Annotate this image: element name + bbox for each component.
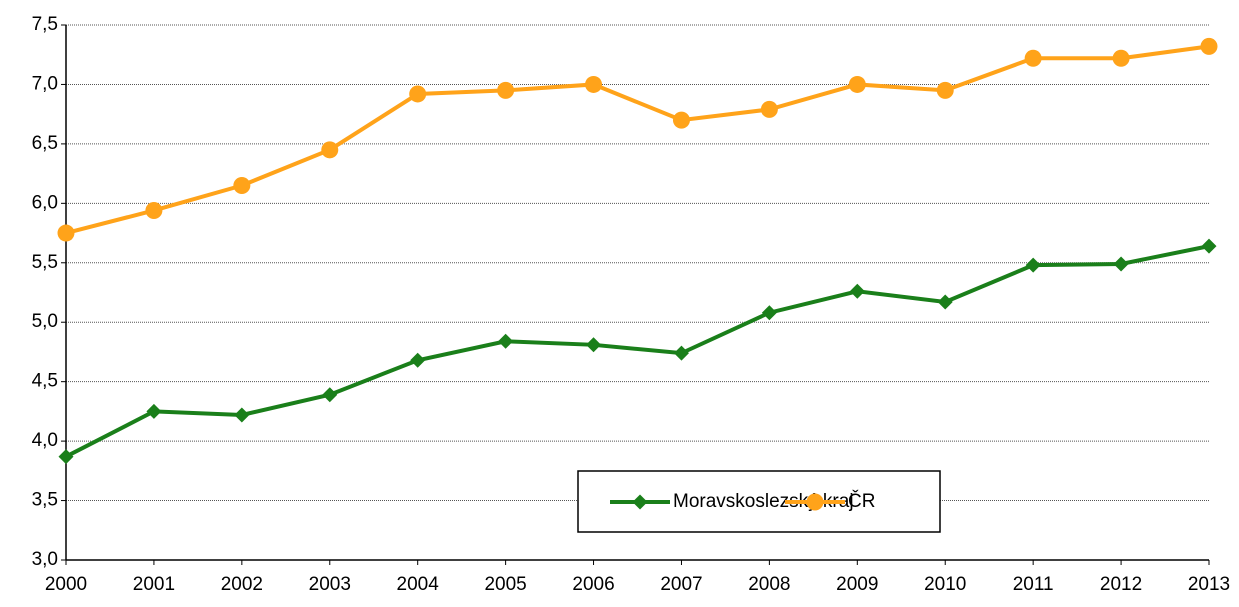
data-point [849, 283, 865, 299]
data-point [234, 407, 250, 423]
data-point [848, 75, 866, 93]
data-point [57, 224, 75, 242]
x-tick-label: 2009 [836, 574, 878, 595]
data-point [1201, 238, 1217, 254]
y-tick-label: 3,5 [32, 490, 58, 511]
x-tick-label: 2013 [1188, 574, 1230, 595]
y-tick-label: 5,0 [32, 311, 58, 332]
data-point [937, 294, 953, 310]
y-tick-label: 4,0 [32, 430, 58, 451]
y-tick-label: 5,5 [32, 252, 58, 273]
data-point [498, 333, 514, 349]
x-tick-label: 2000 [45, 574, 87, 595]
y-tick-label: 7,5 [32, 14, 58, 35]
data-point [672, 111, 690, 129]
data-point [1025, 257, 1041, 273]
data-point [585, 75, 603, 93]
x-tick-label: 2007 [660, 574, 702, 595]
data-point [146, 403, 162, 419]
x-tick-label: 2008 [748, 574, 790, 595]
data-point [497, 81, 515, 99]
data-point [586, 337, 602, 353]
x-tick-label: 2010 [924, 574, 966, 595]
data-point [760, 100, 778, 118]
x-tick-label: 2003 [309, 574, 351, 595]
y-tick-label: 4,5 [32, 371, 58, 392]
data-point [1200, 37, 1218, 55]
data-point [233, 177, 251, 194]
data-point [321, 141, 339, 159]
x-tick-label: 2002 [221, 574, 263, 595]
data-point [761, 305, 777, 321]
data-point [1024, 49, 1042, 67]
x-tick-label: 2004 [397, 574, 440, 595]
data-point [1113, 256, 1129, 272]
data-point [409, 85, 427, 103]
x-tick-label: 2006 [572, 574, 614, 595]
data-point [322, 387, 338, 403]
series-line [65, 44, 1210, 235]
x-tick-label: 2001 [133, 574, 175, 595]
y-tick-label: 6,0 [32, 192, 58, 213]
legend-label: ČR [848, 490, 875, 512]
data-point [410, 352, 426, 368]
data-point [58, 449, 74, 465]
y-tick-label: 6,5 [32, 133, 58, 154]
series-line [65, 244, 1210, 459]
legend-marker [806, 493, 824, 511]
data-point [936, 81, 954, 99]
x-tick-label: 2011 [1013, 574, 1054, 595]
legend-marker [632, 494, 648, 510]
data-point [145, 201, 163, 219]
y-tick-label: 3,0 [32, 549, 58, 570]
y-tick-label: 7,0 [32, 73, 58, 94]
x-tick-label: 2012 [1100, 574, 1142, 595]
x-tick-label: 2005 [484, 574, 526, 595]
data-point [1112, 49, 1130, 67]
data-point [673, 345, 689, 361]
